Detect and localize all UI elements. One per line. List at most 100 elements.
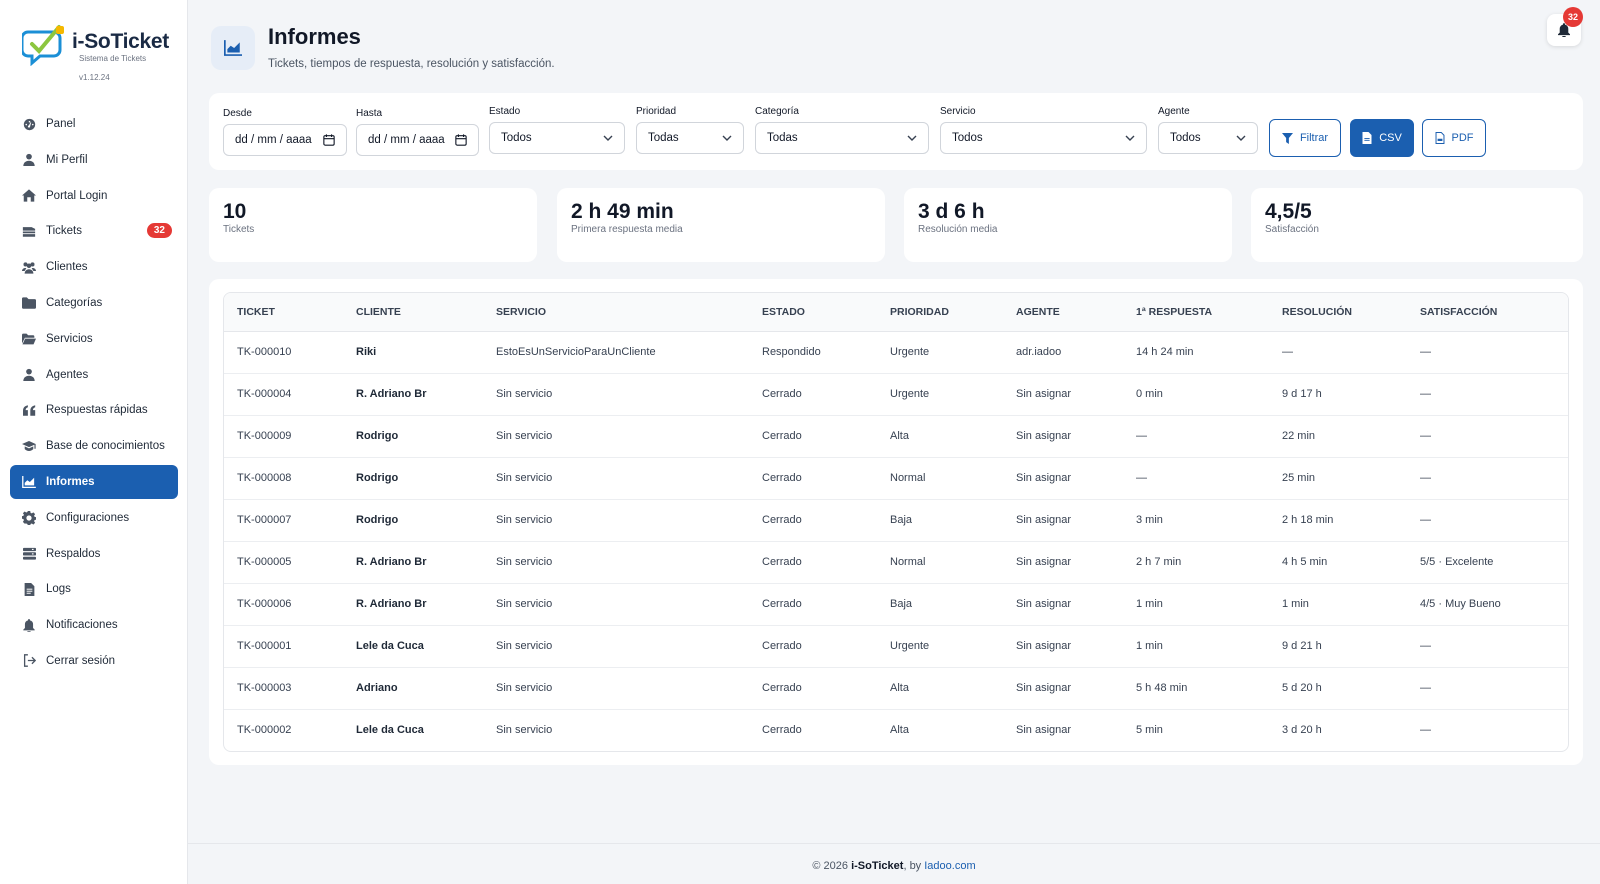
sidebar-item-agentes[interactable]: Agentes <box>10 358 178 392</box>
table-cell: Sin servicio <box>483 625 749 668</box>
table-cell: — <box>1123 457 1269 500</box>
filter-label: Hasta <box>356 108 383 119</box>
chevron-down-icon <box>1125 135 1135 141</box>
column-header[interactable]: ESTADO <box>749 293 877 332</box>
sidebar-item-clientes[interactable]: Clientes <box>10 250 178 284</box>
graduation-cap-icon <box>22 439 36 453</box>
sidebar-item-label: Servicios <box>46 332 93 345</box>
table-cell: — <box>1269 331 1407 374</box>
bell-icon <box>22 618 36 632</box>
table-row[interactable]: TK-000007 Rodrigo Sin servicio Cerrado Baja S… <box>224 499 1568 542</box>
table-cell: TK-000002 <box>237 724 292 737</box>
table-row[interactable]: TK-000002 Lele da Cuca Sin servicio Cerrado… <box>224 709 1568 751</box>
sidebar-item-notificaciones[interactable]: Notificaciones <box>10 608 178 642</box>
sidebar-item-categorias[interactable]: Categorías <box>10 286 178 320</box>
sidebar-item-base-conocimientos[interactable]: Base de conocimientos <box>10 429 178 463</box>
table-cell: — <box>1407 331 1568 374</box>
column-header[interactable]: SATISFACCIÓN <box>1407 293 1568 332</box>
brand-version: v1.12.24 <box>79 73 110 82</box>
footer-link[interactable]: Iadoo.com <box>924 860 976 872</box>
agente-select[interactable]: Todos <box>1158 122 1258 154</box>
column-header[interactable]: AGENTE <box>1003 293 1123 332</box>
pdf-export-button[interactable]: PDF <box>1422 119 1486 157</box>
column-header[interactable]: CLIENTE <box>343 293 483 332</box>
sidebar-item-respaldos[interactable]: Respaldos <box>10 537 178 571</box>
column-header[interactable]: PRIORIDAD <box>877 293 1003 332</box>
sidebar-item-cerrar-sesion[interactable]: Cerrar sesión <box>10 644 178 678</box>
table-cell: Cerrado <box>749 457 877 500</box>
table-row[interactable]: TK-000009 Rodrigo Sin servicio Cerrado Alta S… <box>224 415 1568 458</box>
select-value: Todas <box>767 132 798 144</box>
table-cell: 5 d 20 h <box>1269 667 1407 710</box>
hasta-date-input[interactable]: dd / mm / aaaa <box>356 124 479 156</box>
sidebar-item-logs[interactable]: Logs <box>10 572 178 606</box>
table-cell: Sin servicio <box>483 667 749 710</box>
users-icon <box>22 260 36 274</box>
prioridad-select[interactable]: Todas <box>636 122 744 154</box>
desde-date-input[interactable]: dd / mm / aaaa <box>223 124 347 156</box>
table-cell: R. Adriano Br <box>343 541 483 584</box>
table-row[interactable]: TK-000001 Lele da Cuca Sin servicio Cerrado… <box>224 625 1568 668</box>
table-cell: Baja <box>877 499 1003 542</box>
page-title: Informes <box>268 24 361 49</box>
calendar-icon <box>455 134 467 146</box>
table-cell: 3 d 20 h <box>1282 724 1322 737</box>
table-row[interactable]: TK-000008 Rodrigo Sin servicio Cerrado Norma… <box>224 457 1568 500</box>
sidebar-item-label: Categorías <box>46 296 103 309</box>
column-header[interactable]: 1ª RESPUESTA <box>1123 293 1269 332</box>
filter-label: Estado <box>489 106 521 117</box>
sidebar-item-panel[interactable]: Panel <box>10 107 178 141</box>
brand-logo[interactable]: i-SoTicket Sistema de Tickets v1.12.24 <box>20 22 170 84</box>
table-cell: Sin servicio <box>496 724 553 737</box>
table-cell: 5/5 · Excelente <box>1407 541 1568 584</box>
sidebar-item-label: Agentes <box>46 368 89 381</box>
table-cell: Sin servicio <box>483 583 749 626</box>
footer-product: i-SoTicket <box>851 860 904 872</box>
column-header[interactable]: TICKET <box>224 293 343 332</box>
sidebar-item-respuestas-rapidas[interactable]: Respuestas rápidas <box>10 393 178 427</box>
chevron-down-icon <box>603 135 613 141</box>
dashboard-icon <box>22 117 36 131</box>
gear-icon <box>22 510 36 525</box>
table-cell: Cerrado <box>749 415 877 458</box>
filter-button[interactable]: Filtrar <box>1269 119 1341 157</box>
sidebar-item-mi-perfil[interactable]: Mi Perfil <box>10 143 178 177</box>
footer-copyright: © 2026 <box>812 860 849 872</box>
report-table-card: TICKET CLIENTE SERVICIO ESTADO PRIORIDAD… <box>209 279 1583 765</box>
sidebar-item-portal-login[interactable]: Portal Login <box>10 179 178 213</box>
table-cell: 0 min <box>1123 373 1269 416</box>
table-row[interactable]: TK-000010 Riki EstoEsUnServicioParaUnClien… <box>224 331 1568 374</box>
table-cell: Cerrado <box>749 373 877 416</box>
file-csv-icon <box>1362 132 1372 144</box>
column-header[interactable]: RESOLUCIÓN <box>1269 293 1407 332</box>
tickets-count-badge: 32 <box>146 223 172 239</box>
filter-button-label: Filtrar <box>1299 132 1329 144</box>
sidebar-item-servicios[interactable]: Servicios <box>10 322 178 356</box>
sidebar-item-label: Configuraciones <box>46 511 130 524</box>
categoria-select[interactable]: Todas <box>755 122 929 154</box>
table-row[interactable]: TK-000003 Adriano Sin servicio Cerrado Alta S… <box>224 667 1568 710</box>
column-header[interactable]: SERVICIO <box>483 293 749 332</box>
table-row[interactable]: TK-000004 R. Adriano Br Sin servicio Cerrad… <box>224 373 1568 416</box>
estado-select[interactable]: Todos <box>489 122 625 154</box>
sidebar-item-label: Respuestas rápidas <box>46 404 148 417</box>
table-cell: 2 h 18 min <box>1269 499 1407 542</box>
sidebar-item-configuraciones[interactable]: Configuraciones <box>10 501 178 535</box>
sidebar-item-tickets[interactable]: Tickets 32 <box>10 214 178 248</box>
notifications-button[interactable]: 32 <box>1547 7 1583 46</box>
csv-export-button[interactable]: CSV <box>1350 119 1414 157</box>
sidebar-item-informes[interactable]: Informes <box>10 464 178 499</box>
filter-label: Categoría <box>755 106 799 117</box>
servicio-select[interactable]: Todos <box>940 122 1147 154</box>
filter-estado: Estado Todos <box>489 106 625 154</box>
table-cell: 1 min <box>1123 583 1269 626</box>
table-cell: — <box>1123 415 1269 458</box>
sidebar-item-label: Informes <box>46 475 95 488</box>
table-row[interactable]: TK-000005 R. Adriano Br Sin servicio Cerrad… <box>224 541 1568 584</box>
filter-prioridad: Prioridad Todas <box>636 106 744 154</box>
table-row[interactable]: TK-000006 R. Adriano Br Sin servicio Cerrad… <box>224 583 1568 626</box>
folder-open-icon <box>22 332 36 346</box>
stat-value: 4,5/5 <box>1265 200 1312 223</box>
table-cell: 5 h 48 min <box>1123 667 1269 710</box>
bell-icon <box>1558 23 1570 37</box>
